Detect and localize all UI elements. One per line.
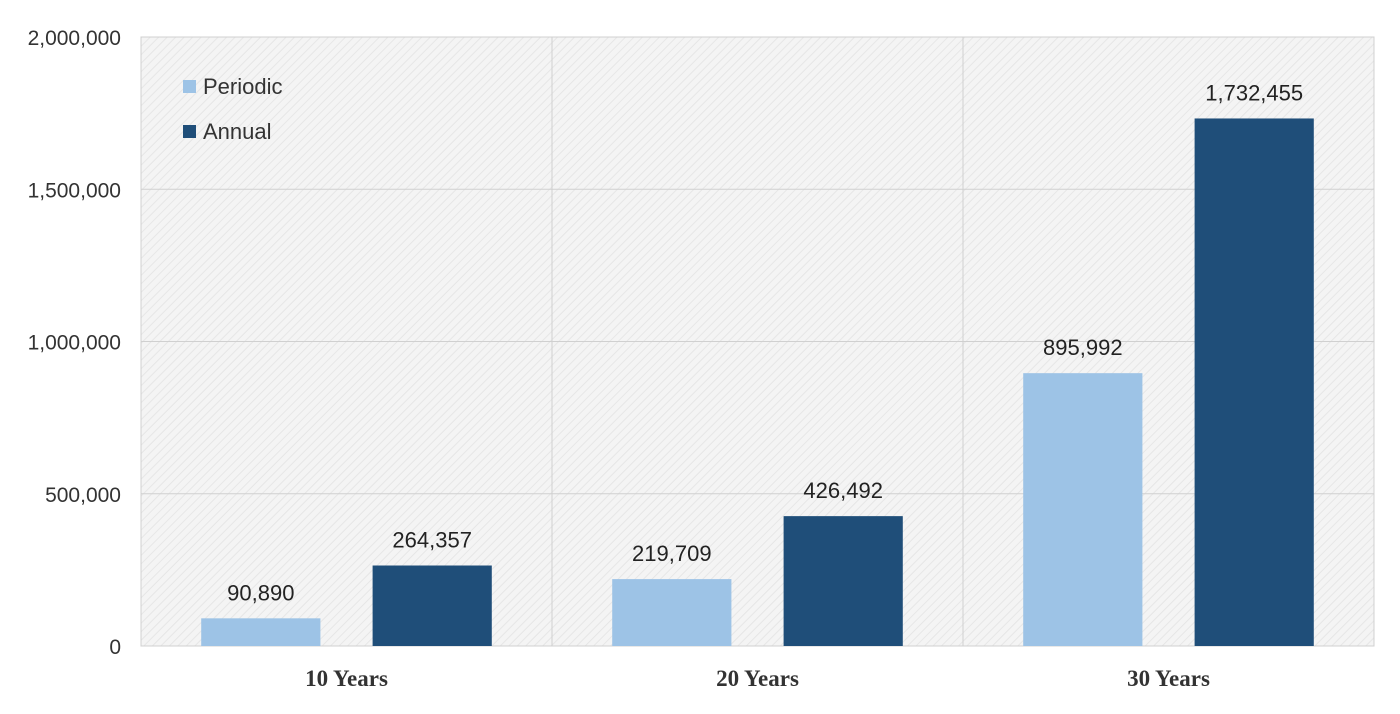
grid-lines xyxy=(141,36,1374,647)
legend: Periodic Annual xyxy=(183,74,282,144)
data-label: 895,992 xyxy=(1043,335,1123,360)
bar-annual-1 xyxy=(372,565,492,646)
x-category-label: 20 Years xyxy=(716,666,799,691)
data-labels: 90,890 264,357 219,709 426,492 895,992 1,732,… xyxy=(227,80,1303,605)
data-label: 219,709 xyxy=(632,541,712,566)
y-tick-label: 2,000,000 xyxy=(28,27,121,50)
x-category-label: 30 Years xyxy=(1127,666,1210,691)
data-label: 90,890 xyxy=(227,580,294,605)
bar-periodic-2 xyxy=(612,579,732,646)
bar-annual-2 xyxy=(783,516,903,646)
bar-periodic-3 xyxy=(1023,373,1143,646)
legend-swatch-annual xyxy=(183,125,196,138)
data-label: 264,357 xyxy=(392,528,472,553)
y-tick-label: 0 xyxy=(109,636,121,659)
x-category-label: 10 Years xyxy=(305,666,388,691)
legend-label-periodic: Periodic xyxy=(203,74,282,99)
legend-label-annual: Annual xyxy=(203,119,272,144)
y-tick-label: 1,500,000 xyxy=(28,179,121,202)
data-label: 1,732,455 xyxy=(1205,80,1303,105)
bar-periodic-1 xyxy=(201,618,321,646)
x-axis-categories: 10 Years 20 Years 30 Years xyxy=(305,666,1210,691)
bar-annual-3 xyxy=(1194,118,1314,646)
bars xyxy=(201,118,1314,646)
legend-swatch-periodic xyxy=(183,80,196,93)
data-label: 426,492 xyxy=(803,478,883,503)
y-tick-label: 1,000,000 xyxy=(28,332,121,355)
y-tick-label: 500,000 xyxy=(45,484,121,507)
y-axis-ticks: 0 500,000 1,000,000 1,500,000 2,000,000 xyxy=(28,27,121,659)
